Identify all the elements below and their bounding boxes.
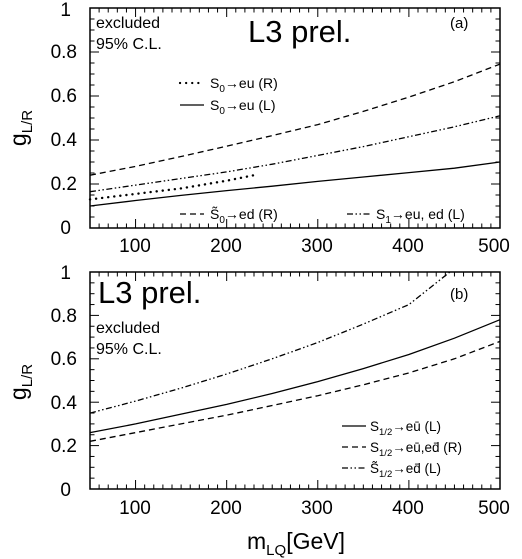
panel-label: (a): [450, 15, 468, 32]
confidence-level-label: 95% C.L.: [96, 36, 162, 53]
y-tick-label: 0.8: [51, 42, 77, 63]
series-group: [88, 63, 501, 207]
x-tick-label: 500: [478, 498, 510, 519]
series-group: [89, 271, 501, 442]
y-tick-label: 0.6: [51, 349, 77, 370]
y-tick-label: 0.8: [51, 306, 77, 327]
watermark: L3 prel.: [248, 14, 351, 49]
x-tick-label: 100: [119, 236, 151, 257]
legend-entry: S1→eu, ed (L): [376, 206, 465, 226]
y-tick-label: 1: [60, 0, 71, 21]
legend: S1/2→eū (L) S1/2→eū,ed̄ (R) S̃1/2→ed̄ (L…: [342, 419, 462, 480]
y-tick-label: 0: [60, 218, 71, 239]
series-line-solid: [89, 161, 501, 207]
x-tick-label: 400: [392, 236, 424, 257]
x-tick-label: 400: [392, 498, 424, 519]
legend-entry: S1/2→eū (L): [370, 419, 441, 438]
y-tick-label: 0.2: [51, 174, 77, 195]
x-tick-label: 200: [210, 498, 242, 519]
x-tick-label: 300: [301, 236, 333, 257]
y-tick-label: 0.6: [51, 86, 77, 107]
legend-bottom: S̃0→ed (R) S1→eu, ed (L): [180, 206, 465, 226]
panel-b: 0 0.2 0.4 0.6 0.8 1 100 200 300 400 500 …: [5, 263, 510, 559]
confidence-level-label: 95% C.L.: [96, 341, 162, 358]
x-axis-label: mLQ[GeV]: [247, 528, 345, 559]
panel-label: (b): [450, 286, 468, 303]
legend-entry: S̃1/2→ed̄ (L): [370, 461, 441, 480]
x-tick-label: 300: [301, 498, 333, 519]
y-axis-label: gL/R: [5, 110, 36, 146]
y-tick-label: 1: [60, 263, 71, 284]
excluded-label: excluded: [96, 320, 160, 337]
legend-entry: S̃0→ed (R): [210, 206, 278, 226]
legend-top: S0→eu (R) S0→eu (L): [178, 75, 278, 117]
y-tick-label: 0.4: [51, 130, 78, 151]
y-axis-label: gL/R: [5, 364, 36, 400]
y-tick-label: 0: [60, 480, 71, 501]
x-tick-label: 100: [119, 498, 151, 519]
legend-entry: S0→eu (R): [210, 75, 278, 95]
x-tick-label: 200: [210, 236, 242, 257]
x-tick-label: 500: [478, 236, 510, 257]
watermark: L3 prel.: [98, 275, 201, 310]
series-line-dashdotdot: [89, 271, 451, 414]
legend-entry: S1/2→eū,ed̄ (R): [370, 440, 462, 459]
ticks: [89, 7, 501, 229]
panel-a: 0 0.2 0.4 0.6 0.8 1 100 200 300 400 500 …: [5, 0, 510, 257]
series-line-dashdotdot: [89, 115, 501, 193]
y-tick-label: 0.4: [51, 393, 78, 414]
legend-entry: S0→eu (L): [210, 97, 275, 117]
excluded-label: excluded: [96, 15, 160, 32]
series-line-dashed: [89, 340, 501, 442]
series-line-dashed: [89, 63, 501, 176]
y-tick-label: 0.2: [51, 436, 77, 457]
series-line-solid: [89, 319, 501, 434]
series-line-dotted: [88, 174, 256, 201]
